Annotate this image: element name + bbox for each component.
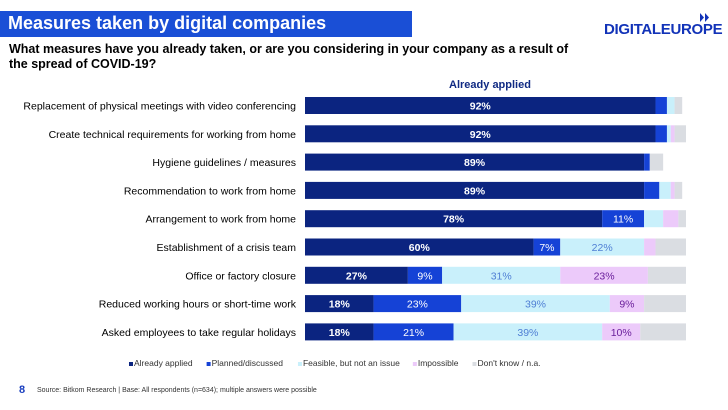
bar-segment (647, 266, 686, 284)
bar-segment (373, 323, 454, 341)
bar-segment (644, 295, 686, 313)
bar-segment (560, 266, 648, 284)
logo-arrows-icon (700, 13, 709, 22)
legend-swatch (472, 362, 477, 366)
bar-segment (533, 238, 561, 256)
data-label: 39% (525, 299, 546, 311)
data-label: 27% (346, 270, 368, 282)
legend-swatch (129, 362, 133, 366)
bar-segment (644, 238, 656, 256)
category-label: Hygiene guidelines / measures (152, 157, 296, 169)
category-label: Create technical requirements for workin… (49, 129, 297, 141)
bar-segment (461, 295, 610, 313)
bar-segment (674, 125, 686, 143)
bar-segment (305, 323, 374, 341)
bar-segment (644, 210, 664, 228)
data-label: 23% (407, 299, 428, 311)
bar-segment (602, 210, 645, 228)
legend-label: Impossible (418, 358, 459, 368)
bar-segment (305, 97, 656, 114)
category-label: Office or factory closure (185, 270, 296, 282)
bar-segment (670, 125, 675, 143)
source-note: Source: Bitkom Research | Base: All resp… (37, 387, 317, 394)
bar-segment (644, 153, 650, 171)
data-label: 89% (464, 157, 486, 169)
bar-segment (609, 295, 645, 313)
data-label: 7% (539, 242, 554, 254)
legend-label: Planned/discussed (212, 358, 284, 368)
bar-segment (442, 266, 561, 284)
bar-segment (453, 323, 603, 341)
page-title: Measures taken by digital companies (8, 13, 327, 33)
data-label: 9% (417, 270, 432, 282)
category-label: Arrangement to work from home (145, 214, 296, 226)
bar-segment (666, 97, 675, 114)
category-label: Reduced working hours or short-time work (99, 299, 297, 311)
data-label: 11% (613, 214, 633, 226)
series-header: Already applied (449, 79, 531, 91)
category-label: Replacement of physical meetings with vi… (23, 101, 296, 113)
bar-segment (305, 125, 656, 143)
page-number: 8 (19, 384, 26, 396)
bar-segment (560, 238, 645, 256)
data-label: 39% (517, 327, 538, 339)
data-label: 92% (470, 101, 492, 113)
bar-segment (663, 210, 679, 228)
bar-segment (407, 266, 443, 284)
bar-segment (674, 181, 683, 199)
data-label: 10% (611, 327, 632, 339)
bar-segment (305, 210, 603, 228)
legend-swatch (412, 362, 417, 366)
data-label: 22% (592, 242, 613, 254)
bar-segment (655, 97, 667, 114)
bar-segment (602, 323, 641, 341)
data-label: 31% (491, 270, 512, 282)
bar-segment (373, 295, 462, 313)
data-label: 78% (443, 214, 465, 226)
data-label: 92% (470, 129, 492, 141)
data-label: 9% (619, 299, 634, 311)
bar-segment (674, 97, 683, 114)
category-label: Establishment of a crisis team (157, 242, 297, 254)
legend-swatch (206, 362, 211, 366)
bar-segment (670, 181, 675, 199)
data-label: 60% (409, 242, 431, 254)
bar-segment (305, 295, 374, 313)
bar-segment (678, 210, 686, 228)
bar-segment (659, 181, 671, 199)
bar-segment (649, 153, 664, 171)
data-label: 21% (403, 327, 424, 339)
bar-segment (655, 125, 667, 143)
data-label: 23% (594, 270, 615, 282)
logo: DIGITALEUROPE (604, 21, 723, 38)
bar-segment (305, 238, 534, 256)
bar-segment (644, 181, 660, 199)
legend-label: Already applied (134, 358, 193, 368)
category-label: Asked employees to take regular holidays (102, 327, 296, 339)
bar-segment (655, 238, 686, 256)
data-label: 89% (464, 185, 486, 197)
category-label: Recommendation to work from home (124, 185, 296, 197)
legend-swatch (297, 362, 302, 366)
data-label: 18% (329, 299, 351, 311)
bar-segment (666, 125, 671, 143)
legend-label: Don't know / n.a. (477, 358, 540, 368)
bar-segment (305, 153, 645, 171)
title-bar: Measures taken by digital companies (0, 11, 412, 37)
chart-question: What measures have you already taken, or… (9, 42, 569, 71)
legend-label: Feasible, but not an issue (303, 358, 400, 368)
bar-segment (305, 181, 645, 199)
bar-segment (305, 266, 408, 284)
data-label: 18% (329, 327, 351, 339)
bar-segment (640, 323, 686, 341)
